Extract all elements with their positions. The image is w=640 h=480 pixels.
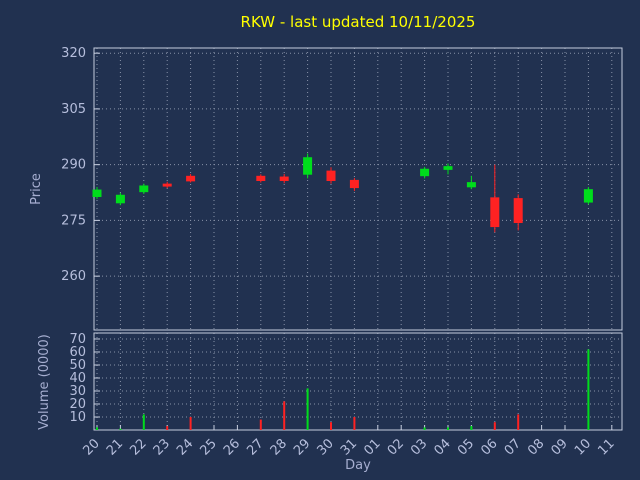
day-tick-label: 20 <box>81 436 103 458</box>
day-tick-label: 22 <box>127 436 149 458</box>
volume-bar <box>189 416 192 430</box>
volume-tick-label: 60 <box>69 345 86 360</box>
price-tick-label: 275 <box>61 213 86 228</box>
day-tick-label: 06 <box>478 436 500 458</box>
volume-bar <box>587 349 590 430</box>
tick-marks <box>94 52 613 430</box>
volume-bar <box>447 427 449 430</box>
volume-bar <box>96 427 98 430</box>
day-tick-label: 11 <box>595 436 617 458</box>
price-tick-label: 305 <box>61 102 86 117</box>
volume-bar <box>306 388 309 430</box>
volume-bar <box>517 414 520 430</box>
candle-body <box>162 183 172 187</box>
price-tick-label: 320 <box>61 46 86 61</box>
day-tick-label: 07 <box>502 436 524 458</box>
candle-body <box>92 189 102 197</box>
day-tick-label: 09 <box>549 436 571 458</box>
candle-body <box>256 175 266 182</box>
candle-body <box>349 179 359 189</box>
day-tick-label: 24 <box>174 436 196 458</box>
volume-bar <box>119 428 122 430</box>
day-tick-label: 29 <box>291 436 313 458</box>
day-tick-label: 25 <box>198 436 220 458</box>
candle-body <box>443 166 453 170</box>
x-axis-label: Day <box>345 458 371 473</box>
volume-bar <box>166 426 169 430</box>
volume-bar <box>283 401 286 430</box>
volume-tick-label: 40 <box>69 371 86 386</box>
volume-bar <box>259 419 262 430</box>
day-tick-label: 26 <box>221 436 243 458</box>
candle-body <box>420 168 430 177</box>
volume-bars <box>96 349 590 430</box>
volume-tick-label: 10 <box>69 410 86 425</box>
volume-tick-label: 70 <box>69 332 86 347</box>
volume-bar <box>493 422 496 430</box>
price-tick-label: 260 <box>61 269 86 284</box>
candle-body <box>115 194 125 204</box>
day-tick-label: 28 <box>268 436 290 458</box>
candle-body <box>186 175 196 182</box>
candle-body <box>303 157 313 175</box>
day-tick-label: 21 <box>104 436 126 458</box>
day-tick-label: 31 <box>338 436 360 458</box>
candle-body <box>466 182 476 188</box>
volume-bar <box>470 426 473 430</box>
day-tick-label: 30 <box>315 436 337 458</box>
candle-body <box>490 197 500 228</box>
price-tick-label: 290 <box>61 158 86 173</box>
day-tick-label: 08 <box>525 436 547 458</box>
volume-bar <box>330 422 332 430</box>
candle-body <box>326 170 336 182</box>
day-tick-label: 03 <box>408 436 430 458</box>
volume-tick-label: 50 <box>69 358 86 373</box>
volume-tick-label: 20 <box>69 397 86 412</box>
candle-body <box>139 185 149 193</box>
volume-tick-label: 30 <box>69 384 86 399</box>
day-tick-label: 04 <box>432 436 454 458</box>
candle-body <box>279 176 289 182</box>
day-tick-label: 01 <box>361 436 383 458</box>
volume-bar <box>423 427 426 430</box>
volume-bar <box>353 416 356 430</box>
day-tick-label: 02 <box>385 436 407 458</box>
day-tick-label: 10 <box>572 436 594 458</box>
volume-plot-border <box>93 332 623 431</box>
chart-title: RKW - last updated 10/11/2025 <box>241 13 476 31</box>
candles <box>92 153 593 233</box>
gridlines <box>94 48 622 430</box>
candle-body <box>583 189 593 203</box>
candle-body <box>513 198 523 223</box>
day-tick-label: 27 <box>244 436 266 458</box>
volume-bar <box>142 414 145 430</box>
day-tick-label: 05 <box>455 436 477 458</box>
volume-axis-label: Volume (0000) <box>37 334 52 430</box>
price-plot-border <box>93 47 623 331</box>
day-tick-label: 23 <box>151 436 173 458</box>
price-axis-label: Price <box>29 173 44 205</box>
